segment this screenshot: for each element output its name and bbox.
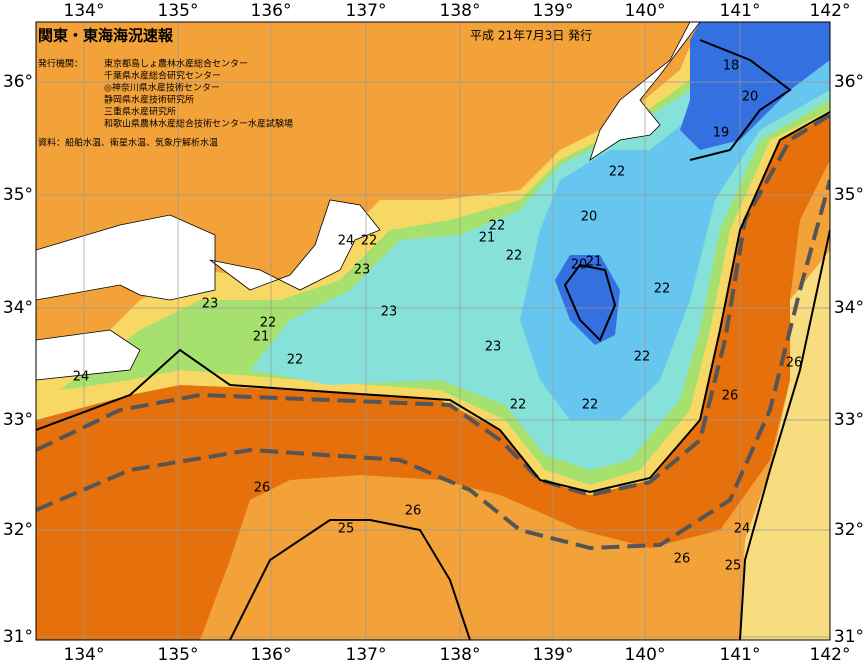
lon-label-bottom: 142° [810, 645, 851, 665]
contour-label: 23 [485, 340, 502, 355]
contour-label: 22 [361, 234, 378, 249]
contour-label: 23 [381, 305, 398, 320]
lat-label-right: 34° [834, 298, 864, 318]
issuers-label: 発行機関： [38, 58, 83, 70]
contour-label: 24 [73, 370, 90, 385]
contour-label: 22 [489, 219, 506, 234]
isotherm [36, 111, 830, 494]
contour-label: 26 [722, 389, 739, 404]
lon-label-bottom: 136° [251, 645, 292, 665]
contour-label: 26 [405, 504, 422, 519]
contour-label: 23 [202, 297, 219, 312]
lon-label-top: 135° [158, 1, 199, 21]
lat-label-right: 31° [834, 627, 864, 647]
lon-label-top: 138° [440, 1, 481, 21]
title: 関東・東海海況速報 [38, 27, 174, 45]
contour-label: 24 [734, 522, 751, 537]
issuer: 和歌山県農林水産総合技術センター水産試験場 [104, 118, 293, 130]
lon-label-top: 139° [533, 1, 574, 21]
contour-label: 22 [510, 398, 527, 413]
lon-label-top: 142° [810, 1, 851, 21]
contour-label: 22 [654, 282, 671, 297]
warm-band [36, 115, 830, 640]
contour-label: 21 [253, 330, 270, 345]
sea-east [740, 250, 830, 640]
labels: 東京都島しょ農林水産総合センター千葉県水産総合研究センター◎神奈川県水産技術セン… [3, 1, 864, 665]
contour-label: 22 [609, 165, 626, 180]
isotherm [563, 263, 617, 342]
contour-label: 20 [581, 210, 598, 225]
sea-cold [555, 22, 830, 345]
lat-label-right: 36° [834, 72, 864, 92]
lon-label-top: 136° [251, 1, 292, 21]
current-axis [36, 113, 830, 498]
lon-label-bottom: 141° [720, 645, 761, 665]
contour-label: 26 [674, 552, 691, 567]
contour-label: 24 [338, 234, 355, 249]
issuer: 東京都島しょ農林水産総合センター [104, 58, 248, 70]
lon-label-bottom: 139° [533, 645, 574, 665]
lat-label-left: 36° [3, 72, 33, 92]
contour-label: 25 [338, 522, 355, 537]
lat-label-left: 35° [3, 185, 33, 205]
isotherm [229, 229, 830, 640]
lon-label-top: 134° [64, 1, 105, 21]
contour-label: 20 [571, 258, 588, 273]
issuer: 三重県水産研究所 [104, 106, 176, 118]
land [36, 22, 830, 381]
contour-label: 22 [506, 249, 523, 264]
contour-label: 23 [354, 263, 371, 278]
map-frame [35, 21, 831, 641]
lat-label-left: 32° [3, 520, 33, 540]
source: 資料：船舶水温、衛星水温、気象庁解析水温 [38, 137, 218, 149]
lat-label-left: 34° [3, 298, 33, 318]
issuer: ◎神奈川県水産技術センター [104, 82, 220, 94]
contour-label: 20 [742, 90, 759, 105]
lat-label-left: 33° [3, 410, 33, 430]
contour-label: 19 [713, 126, 730, 141]
lat-label-right: 32° [834, 520, 864, 540]
contour-label: 22 [582, 398, 599, 413]
issuer: 静岡県水産技術研究所 [104, 94, 194, 106]
lon-label-bottom: 138° [440, 645, 481, 665]
contour-label: 22 [634, 350, 651, 365]
contour-label: 21 [586, 255, 603, 270]
isotherm [689, 39, 792, 161]
lon-label-bottom: 134° [64, 645, 105, 665]
lon-label-bottom: 140° [625, 645, 666, 665]
lon-label-top: 141° [720, 1, 761, 21]
current-axis [36, 179, 830, 551]
contour-label: 18 [723, 59, 740, 74]
contour-label: 26 [786, 356, 803, 371]
lat-label-right: 35° [834, 185, 864, 205]
map-body [36, 22, 830, 640]
lon-label-top: 140° [625, 1, 666, 21]
contour-label: 25 [725, 559, 742, 574]
contour-label: 22 [287, 353, 304, 368]
lon-label-bottom: 137° [346, 645, 387, 665]
lon-label-bottom: 135° [158, 645, 199, 665]
lon-label-top: 137° [346, 1, 387, 21]
contour-label: 21 [479, 231, 496, 246]
lat-label-left: 31° [3, 627, 33, 647]
contour-label: 22 [260, 316, 277, 331]
issuer: 千葉県水産総合研究センター [104, 70, 221, 82]
issue-date: 平成 21年7月3日 発行 [470, 29, 592, 43]
graticule [36, 22, 830, 640]
lat-label-right: 33° [834, 410, 864, 430]
contour-label: 26 [254, 481, 271, 496]
